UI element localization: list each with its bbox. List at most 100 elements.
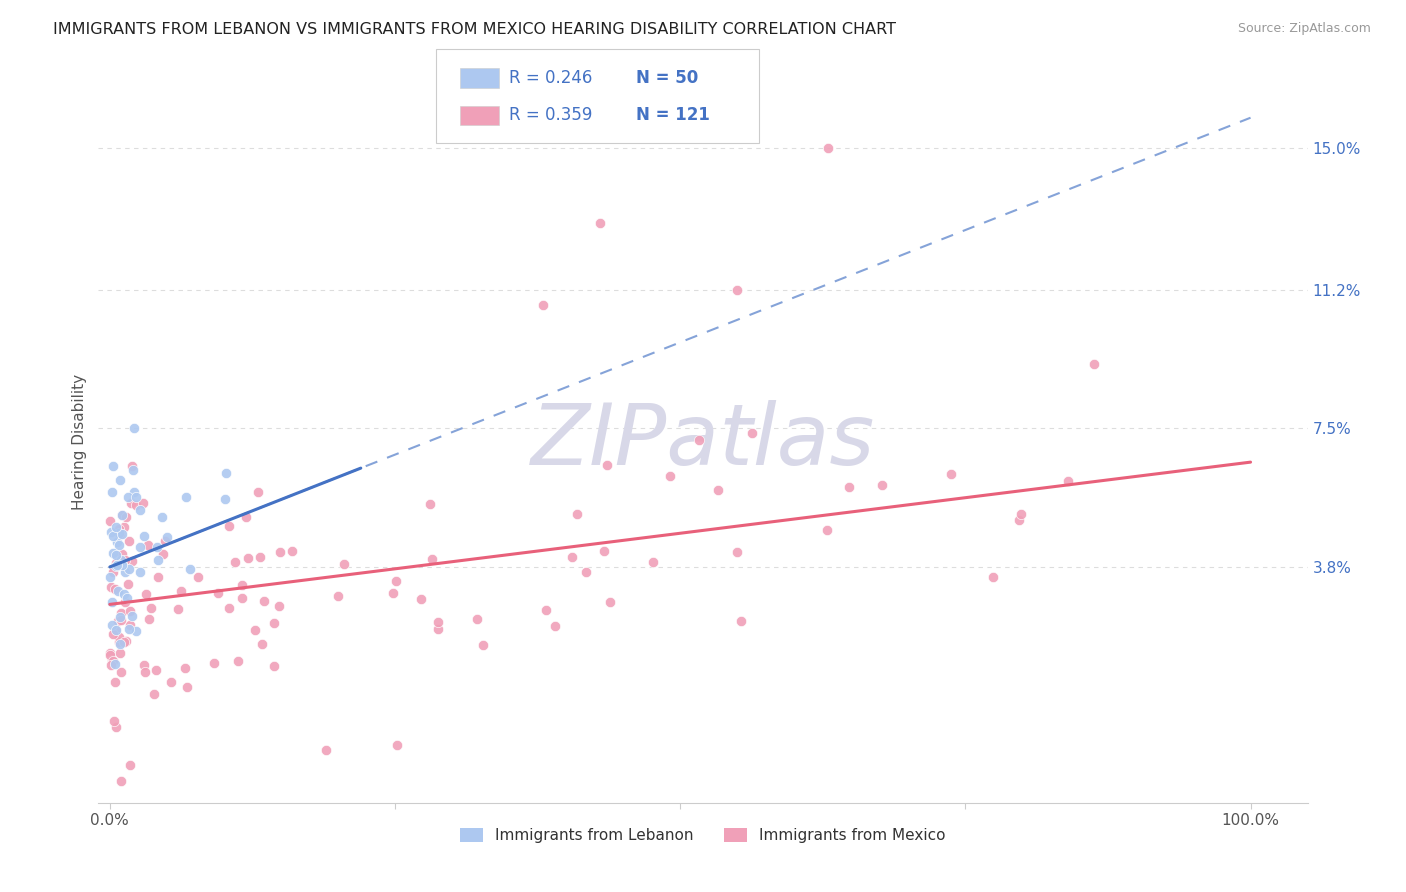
Point [741,426,763,441]
Point [138,612,160,626]
Point [236,551,259,566]
Point [132,496,155,510]
Point [187,570,209,584]
Point [427,615,450,629]
Point [688,433,710,447]
Point [659,469,682,483]
Point [385,574,408,589]
Point [838,480,860,494]
Point [118,758,141,772]
Point [1083,357,1105,371]
Point [815,523,838,537]
Point [139,601,162,615]
Point [170,584,193,599]
Point [108,609,131,624]
Point [269,599,291,613]
Point [104,675,127,690]
Point [108,527,131,541]
Point [465,612,488,626]
Point [136,538,159,552]
Point [589,215,612,229]
Point [108,630,131,644]
Point [100,594,122,608]
Point [108,635,131,649]
Point [101,528,124,542]
Point [117,490,139,504]
Point [596,458,619,473]
Point [108,473,131,487]
Text: N = 50: N = 50 [636,70,697,87]
Point [111,558,134,573]
Point [115,591,138,605]
Point [125,498,148,512]
Text: N = 121: N = 121 [636,106,710,124]
Point [427,623,450,637]
Point [107,614,129,628]
Point [422,552,444,566]
Point [817,141,839,155]
Point [167,602,190,616]
Point [104,720,127,734]
Text: Source: ZipAtlas.com: Source: ZipAtlas.com [1237,22,1371,36]
Point [114,553,136,567]
Point [150,510,173,524]
Point [249,550,271,565]
Point [103,545,125,559]
Point [231,591,253,606]
Point [110,774,132,789]
Point [98,514,121,528]
Point [941,467,963,481]
Point [315,743,337,757]
Point [534,603,557,617]
Point [108,525,131,540]
Point [235,510,257,524]
Point [100,525,122,540]
Point [117,577,139,591]
Point [128,565,150,579]
Point [118,618,141,632]
Point [134,657,156,672]
Point [111,508,134,523]
Point [111,557,134,571]
Point [725,283,748,297]
Point [98,648,121,662]
Text: R = 0.246: R = 0.246 [509,70,592,87]
Point [121,459,143,474]
Point [544,619,567,633]
Point [104,582,127,596]
Point [224,555,246,569]
Point [103,714,125,729]
Point [111,547,134,561]
Point [107,534,129,549]
Point [129,540,152,554]
Point [118,622,141,636]
Point [174,490,197,504]
Point [575,565,598,579]
Point [104,623,127,637]
Point [202,656,225,670]
Point [382,585,405,599]
Point [146,553,169,567]
Point [108,522,131,536]
Point [103,458,125,473]
Point [122,484,145,499]
Point [218,600,240,615]
Point [125,624,148,638]
Point [132,529,155,543]
Point [707,483,730,497]
Point [100,485,122,500]
Point [110,614,132,628]
Point [112,519,135,533]
Point [120,604,142,618]
Point [1010,507,1032,521]
Point [112,587,135,601]
Point [105,558,128,573]
Point [101,566,124,580]
Point [110,607,132,621]
Point [104,657,127,671]
Point [100,657,122,672]
Point [104,624,127,638]
Point [643,555,665,569]
Point [174,661,197,675]
Point [263,658,285,673]
